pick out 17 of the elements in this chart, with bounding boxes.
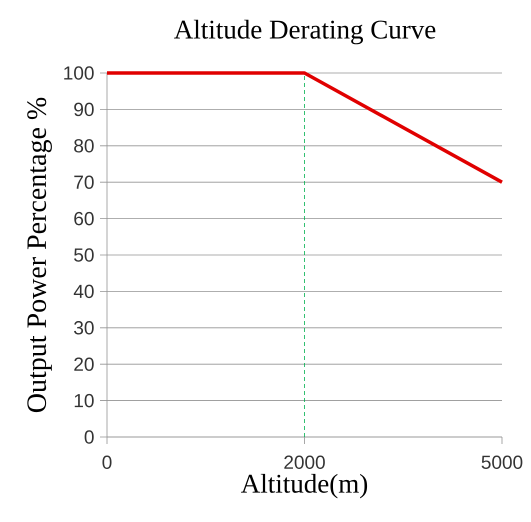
- y-tick-label: 40: [74, 284, 94, 298]
- y-tick-label: 90: [74, 102, 94, 116]
- x-tick-label: 2000: [284, 456, 325, 469]
- x-axis-title: Altitude(m): [241, 474, 368, 498]
- y-tick-label: 60: [74, 212, 94, 226]
- y-tick-label: 0: [84, 430, 94, 444]
- y-tick-label: 20: [74, 357, 94, 371]
- y-tick-label: 80: [74, 139, 94, 153]
- y-axis-title: Output Power Percentage %: [27, 98, 52, 412]
- x-tick-label: 0: [102, 456, 112, 469]
- y-tick-label: 30: [74, 321, 94, 335]
- y-tick-label: 10: [74, 394, 94, 408]
- y-tick-label: 50: [74, 248, 94, 262]
- x-tick-label: 5000: [482, 456, 522, 469]
- y-tick-label: 70: [74, 175, 94, 189]
- chart-title: Altitude Derating Curve: [174, 20, 436, 44]
- y-tick-label: 100: [64, 66, 94, 80]
